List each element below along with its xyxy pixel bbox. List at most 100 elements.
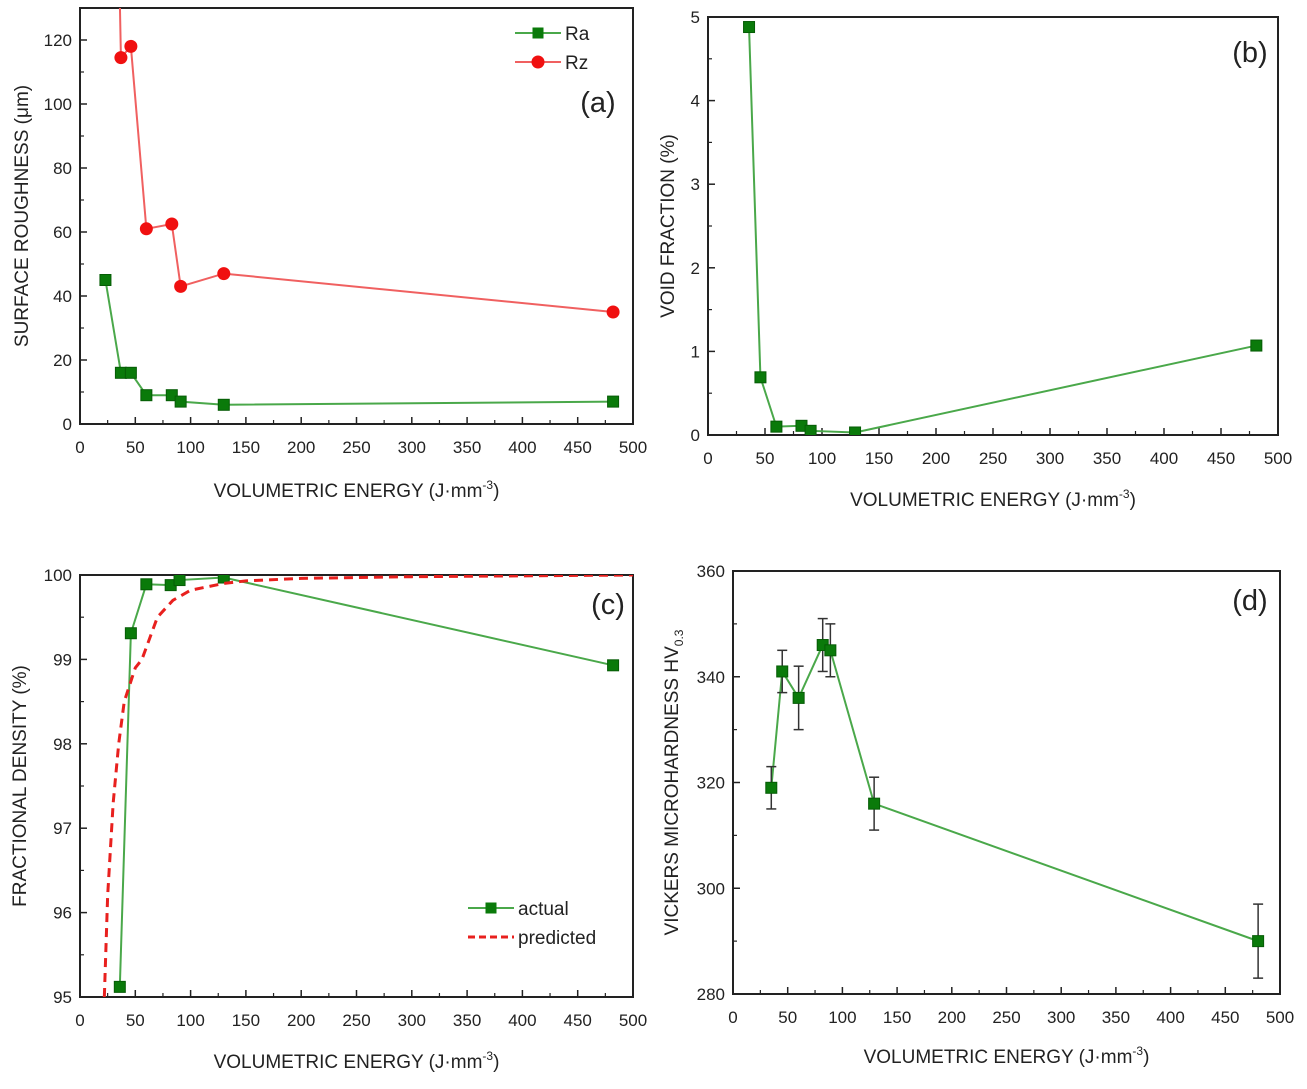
data-point <box>804 424 817 435</box>
x-tick-label: 100 <box>808 449 836 468</box>
x-axis-label-text: VOLUMETRIC ENERGY (J·mm <box>214 481 483 502</box>
y-axis-label-text: FRACTIONAL DENSITY (%) <box>10 665 31 907</box>
legend: Ra Rz <box>515 24 590 74</box>
x-tick-label: 250 <box>979 449 1007 468</box>
plot-frame <box>707 16 1279 436</box>
y-tick-label: 100 <box>44 566 72 585</box>
series-line-Ra <box>104 279 614 406</box>
y-tick-label: 1 <box>691 342 700 361</box>
data-point <box>776 665 789 678</box>
x-tick-label: 100 <box>176 438 204 457</box>
panel-c: 0 50 100 150 200 250 300 350 400 450 500 95 96 97 98 99… <box>10 566 647 1073</box>
x-tick-label: 150 <box>865 449 893 468</box>
data-point <box>114 51 128 65</box>
x-tick-label: 0 <box>728 1008 737 1027</box>
x-tick-label: 50 <box>126 1011 145 1030</box>
data-point <box>165 217 179 231</box>
y-axis-label: VOID FRACTION (%) <box>658 134 679 318</box>
x-axis-label: VOLUMETRIC ENERGY (J·mm-3) <box>850 487 1136 511</box>
y-axis-label: SURFACE ROUGHNESS (μm) <box>12 85 33 347</box>
data-point <box>139 222 153 236</box>
y-tick-label: 300 <box>697 879 725 898</box>
panel-label: (c) <box>591 589 625 621</box>
data-point <box>124 39 138 53</box>
data-layer <box>102 575 633 997</box>
x-tick-label: 0 <box>75 438 84 457</box>
x-tick-label: 250 <box>342 1011 370 1030</box>
data-point <box>765 781 778 794</box>
x-tick-label: 150 <box>232 1011 260 1030</box>
y-axis-label: FRACTIONAL DENSITY (%) <box>10 665 31 907</box>
x-tick-label: 500 <box>1266 1008 1294 1027</box>
x-axis-label-text: VOLUMETRIC ENERGY (J·mm <box>850 490 1119 511</box>
series-line-Rz <box>118 8 614 313</box>
y-tick-label: 96 <box>53 904 72 923</box>
data-point <box>174 395 187 408</box>
data-point <box>124 627 137 640</box>
data-layer <box>765 617 1265 979</box>
y-axis-label-text: VICKERS MICROHARDNESS HV <box>662 646 683 936</box>
panel-label: (b) <box>1232 37 1267 69</box>
data-point <box>217 398 230 411</box>
panel-label: (a) <box>580 87 615 119</box>
legend-label: actual <box>518 899 569 920</box>
x-axis-label-close: ) <box>1130 490 1136 511</box>
y-tick-label: 5 <box>691 8 700 27</box>
data-point <box>174 279 188 293</box>
y-axis-label-sub: 0.3 <box>672 629 686 646</box>
x-tick-label: 50 <box>126 438 145 457</box>
y-tick-label: 320 <box>697 774 725 793</box>
data-point <box>124 366 137 379</box>
x-tick-label: 350 <box>1102 1008 1130 1027</box>
y-tick-label: 40 <box>53 287 72 306</box>
y-tick-label: 97 <box>53 819 72 838</box>
y-tick-label: 280 <box>697 985 725 1004</box>
y-tick-label: 4 <box>691 92 700 111</box>
legend-marker <box>485 902 497 914</box>
x-tick-label: 300 <box>1047 1008 1075 1027</box>
y-axis-label-text: VOID FRACTION (%) <box>658 134 679 318</box>
x-tick-label: 150 <box>232 438 260 457</box>
y-tick-label: 2 <box>691 259 700 278</box>
x-axis-label-text: VOLUMETRIC ENERGY (J·mm <box>864 1047 1133 1068</box>
data-layer <box>99 8 620 411</box>
y-tick-label: 100 <box>44 95 72 114</box>
x-tick-label: 400 <box>1150 449 1178 468</box>
x-axis-label-close: ) <box>493 1052 499 1073</box>
legend-label: Rz <box>565 53 588 74</box>
legend-label: predicted <box>518 928 596 949</box>
x-axis-label: VOLUMETRIC ENERGY (J·mm-3) <box>214 478 500 502</box>
y-tick-label: 0 <box>63 415 72 434</box>
data-point <box>140 578 153 591</box>
data-point <box>173 575 186 587</box>
legend-marker <box>531 55 545 69</box>
x-tick-label: 400 <box>1156 1008 1184 1027</box>
x-tick-label: 300 <box>398 1011 426 1030</box>
x-axis-label-sup: -3 <box>1132 1044 1143 1058</box>
x-tick-label: 400 <box>508 1011 536 1030</box>
x-tick-label: 150 <box>883 1008 911 1027</box>
x-tick-label: 50 <box>778 1008 797 1027</box>
data-point <box>99 274 112 286</box>
x-axis-label-sup: -3 <box>482 1049 493 1063</box>
y-tick-label: 20 <box>53 351 72 370</box>
y-tick-label: 120 <box>44 31 72 50</box>
x-tick-label: 450 <box>564 1011 592 1030</box>
series-line-predicted <box>102 575 633 997</box>
x-tick-label: 500 <box>619 438 647 457</box>
data-point <box>165 389 178 402</box>
x-tick-label: 0 <box>75 1011 84 1030</box>
x-tick-label: 450 <box>1211 1008 1239 1027</box>
data-layer <box>743 21 1263 435</box>
plot-frame <box>79 7 634 425</box>
series-line-actual <box>118 576 614 987</box>
y-tick-label: 98 <box>53 735 72 754</box>
x-axis-label-close: ) <box>493 481 499 502</box>
y-tick-label: 80 <box>53 159 72 178</box>
x-tick-label: 100 <box>828 1008 856 1027</box>
y-tick-label: 360 <box>697 562 725 581</box>
data-point <box>770 420 783 433</box>
panel-a: 0 50 100 150 200 250 300 350 400 450 500 0 20 40 60 80 1… <box>12 7 647 502</box>
x-axis-label-sup: -3 <box>482 478 493 492</box>
